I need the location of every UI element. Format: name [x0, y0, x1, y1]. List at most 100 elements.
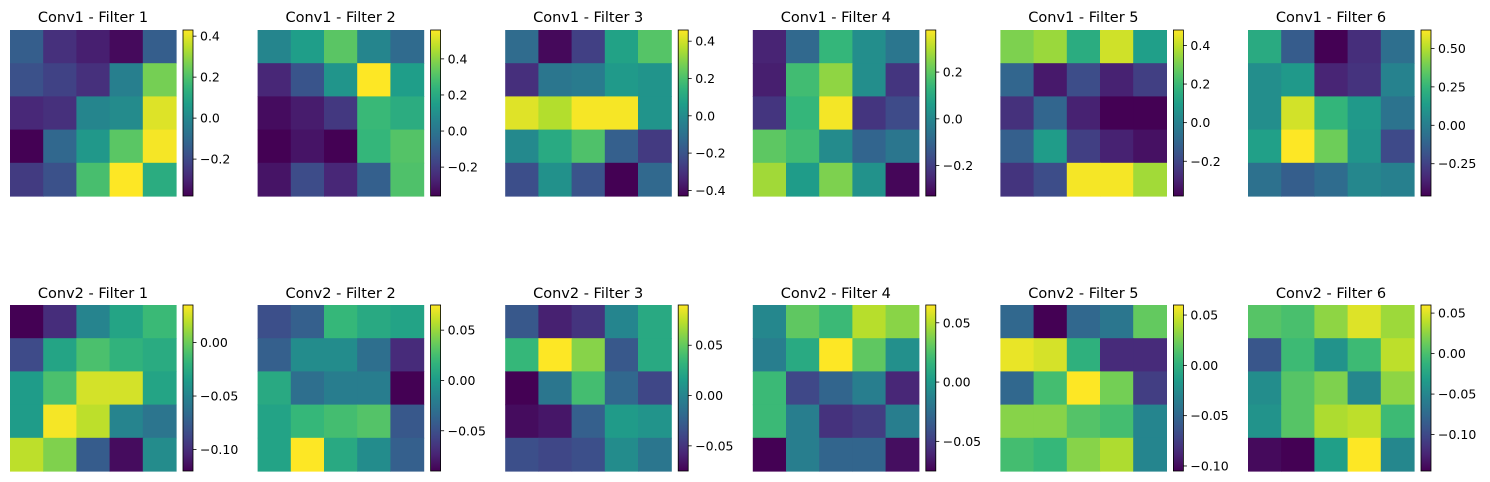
- colorbar-tick-label: −0.05: [695, 438, 733, 453]
- panel-title: Conv1 - Filter 5: [1028, 10, 1138, 26]
- heatmap-cell: [1380, 30, 1415, 64]
- heatmap-cell: [390, 96, 425, 131]
- colorbar-tick-label: −0.2: [448, 160, 478, 175]
- heatmap-cell: [1033, 305, 1068, 339]
- heatmap-cell: [752, 129, 787, 164]
- heatmap-cell: [257, 404, 292, 439]
- heatmap-cell: [1066, 30, 1101, 64]
- heatmap-cell: [571, 96, 606, 131]
- colorbar: [430, 305, 441, 471]
- colorbar-tick-label: 0.2: [1190, 77, 1210, 92]
- heatmap-cell: [1347, 63, 1382, 97]
- heatmap-cell: [1347, 371, 1382, 406]
- heatmap-cell: [1248, 338, 1282, 372]
- heatmap-cell: [1000, 96, 1035, 131]
- heatmap-cell: [571, 162, 606, 197]
- heatmap-cell: [1033, 437, 1068, 472]
- heatmap-cell: [257, 437, 292, 472]
- heatmap-cell: [324, 129, 358, 164]
- heatmap-cell: [390, 129, 425, 164]
- heatmap-cell: [1000, 63, 1035, 97]
- colorbar-frame: [430, 304, 442, 472]
- heatmap-cell: [1347, 404, 1382, 439]
- heatmap-cell: [604, 63, 639, 97]
- heatmap-cell: [1000, 162, 1035, 197]
- panel-title: Conv1 - Filter 6: [1276, 10, 1386, 26]
- heatmap-cell: [1281, 162, 1315, 197]
- heatmap-cell: [1033, 63, 1068, 97]
- colorbar-tick-label: −0.2: [1190, 154, 1220, 169]
- heatmap-cell: [638, 96, 672, 131]
- colorbar: [183, 305, 193, 471]
- heatmap-cell: [390, 371, 425, 406]
- colorbar-tick-label: 0.4: [1190, 38, 1210, 53]
- colorbar-tick-label: 0.0: [943, 111, 963, 126]
- heatmap-cell: [257, 162, 292, 197]
- heatmap-panel: Conv1 - Filter 3 0.4 0.2 0.0 −0.2 −0.4: [505, 10, 726, 198]
- heatmap-cell: [638, 63, 672, 97]
- heatmap-cell: [819, 96, 853, 131]
- heatmap-cell: [1248, 129, 1282, 164]
- colorbar-frame: [1173, 304, 1184, 472]
- heatmap-cell: [1248, 404, 1282, 439]
- heatmap-cell: [1033, 162, 1068, 197]
- heatmap-cell: [324, 305, 358, 339]
- heatmap-panel: Conv2 - Filter 3 0.05 0.00 −0.05: [505, 286, 734, 472]
- heatmap-cell: [1133, 30, 1167, 64]
- heatmap-cell: [1380, 162, 1415, 197]
- heatmap-cell: [752, 96, 787, 131]
- heatmap-cell: [10, 63, 44, 97]
- heatmap-cell: [142, 404, 177, 439]
- heatmap-cell: [538, 96, 573, 131]
- colorbar-tick-label: −0.4: [695, 183, 725, 198]
- colorbar-tick-label: 0.00: [200, 335, 228, 350]
- heatmap-cell: [390, 338, 425, 372]
- heatmap-cell: [1347, 305, 1382, 339]
- heatmap-cell: [142, 96, 177, 131]
- colorbar-tick-label: 0.00: [695, 388, 723, 403]
- heatmap-cell: [43, 63, 77, 97]
- heatmap-cell: [290, 162, 325, 197]
- heatmap-cell: [1314, 437, 1349, 472]
- heatmap-cell: [257, 96, 292, 131]
- heatmap-cell: [109, 96, 144, 131]
- heatmap-cell: [76, 30, 111, 64]
- colorbar: [925, 305, 936, 471]
- heatmap-cell: [142, 338, 177, 372]
- heatmap-cell: [638, 30, 672, 64]
- heatmap-cell: [571, 404, 606, 439]
- heatmap-cell: [1248, 63, 1282, 97]
- colorbar-tick-label: 0.0: [200, 111, 220, 126]
- heatmap-cell: [109, 305, 144, 339]
- colorbar-tick-label: 0.05: [1438, 306, 1466, 321]
- heatmap-cell: [290, 30, 325, 64]
- heatmap-cell: [142, 162, 177, 197]
- heatmap-cell: [109, 30, 144, 64]
- heatmap-cell: [324, 96, 358, 131]
- colorbar-tick-label: 0.00: [448, 373, 476, 388]
- heatmap-cell: [290, 63, 325, 97]
- panel-title: Conv2 - Filter 4: [781, 286, 891, 302]
- heatmap-cell: [43, 30, 77, 64]
- colorbar-tick-label: −0.2: [695, 146, 725, 161]
- colorbar-tick-label: −0.05: [1190, 408, 1228, 423]
- heatmap-cell: [109, 371, 144, 406]
- heatmap-cell: [538, 404, 573, 439]
- heatmap-cell: [604, 129, 639, 164]
- heatmap-cell: [1314, 305, 1349, 339]
- heatmap-cell: [571, 129, 606, 164]
- heatmap-cell: [10, 338, 44, 372]
- heatmap-cell: [1133, 96, 1167, 131]
- heatmap-cell: [43, 96, 77, 131]
- heatmap-cell: [752, 30, 787, 64]
- heatmap-cell: [109, 63, 144, 97]
- heatmap-cell: [1380, 129, 1415, 164]
- heatmap-cell: [1000, 404, 1035, 439]
- heatmap-cell: [786, 371, 820, 406]
- colorbar-frame: [677, 304, 689, 472]
- heatmap-cell: [1066, 162, 1101, 197]
- heatmap-cell: [1133, 371, 1167, 406]
- heatmap-cell: [752, 162, 787, 197]
- heatmap-cell: [819, 371, 853, 406]
- heatmap-cell: [885, 371, 920, 406]
